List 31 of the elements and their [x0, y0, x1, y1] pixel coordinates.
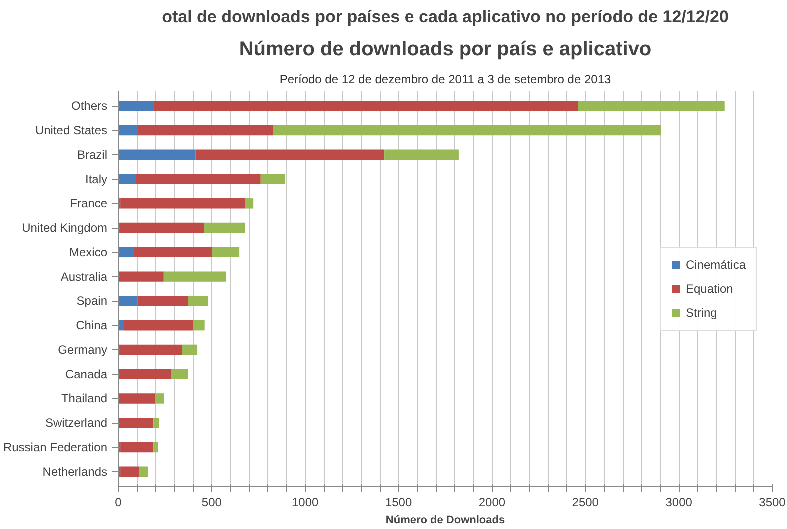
y-tick-label: Russian Federation	[3, 440, 108, 454]
x-tick-label: 3000	[666, 496, 693, 510]
legend-label: Cinemática	[686, 258, 746, 272]
y-tick-label: France	[70, 196, 108, 211]
y-tick-label: Italy	[85, 172, 108, 186]
chart-title: Número de downloads por país e aplicativo	[239, 38, 652, 60]
x-axis-title: Número de Downloads	[386, 514, 506, 526]
y-tick-label: Others	[71, 99, 108, 114]
y-tick-label: China	[76, 318, 108, 333]
text: otal de downloads por países e cada aplicativo no período de 12/12/20	[162, 8, 729, 26]
y-tick-label: Australia	[60, 270, 108, 284]
y-tick-label: Mexico	[69, 245, 108, 260]
y-tick-label: Germany	[58, 342, 108, 357]
y-tick-label: United States	[35, 124, 108, 138]
chart-subtitle: Período de 12 de dezembro de 2011 a 3 de setembro de 2013	[280, 72, 612, 86]
y-tick-label: Thailand	[61, 392, 108, 406]
y-tick-label: Switzerland	[45, 416, 108, 430]
y-tick-label: United Kingdom	[22, 221, 108, 236]
x-tick-label: 2000	[478, 496, 506, 510]
x-tick-label: 500	[202, 496, 222, 510]
legend-label: String	[686, 306, 718, 320]
y-tick-label: Netherlands	[42, 464, 108, 479]
x-tick-label: 2500	[572, 496, 600, 510]
x-tick-label: 1500	[385, 496, 412, 510]
x-tick-label: 0	[115, 496, 122, 510]
y-tick-label: Brazil	[77, 148, 108, 162]
legend-label: Equation	[686, 282, 734, 296]
y-tick-label: Canada	[65, 367, 108, 382]
x-tick-label: 3500	[759, 496, 786, 510]
y-tick-label: Spain	[76, 294, 108, 308]
x-tick-label: 1000	[292, 496, 320, 510]
